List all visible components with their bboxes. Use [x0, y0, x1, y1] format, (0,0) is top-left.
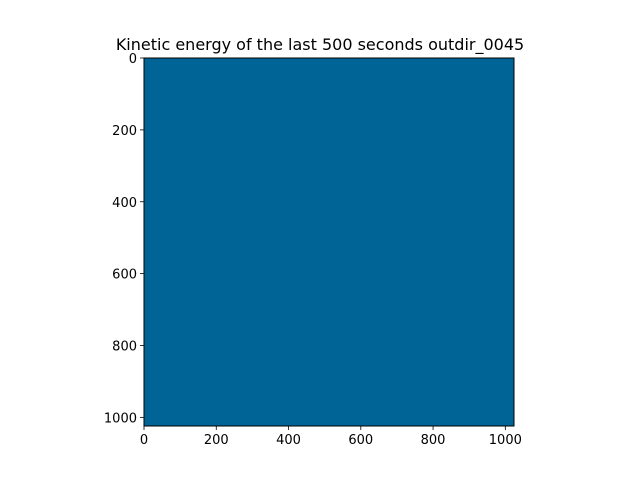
x-tick-label: 200: [204, 433, 229, 448]
y-axis: 0 200 400 600 800 1000: [104, 52, 144, 426]
x-tick-label: 400: [276, 433, 301, 448]
chart-title: Kinetic energy of the last 500 seconds o…: [116, 35, 524, 55]
x-axis: 0 200 400 600 800 1000: [140, 426, 522, 448]
y-tick-label: 1000: [104, 411, 137, 426]
x-tick-label: 600: [348, 433, 373, 448]
y-tick-label: 600: [112, 268, 137, 283]
y-tick-label: 800: [112, 340, 137, 355]
y-tick-label: 200: [112, 124, 137, 139]
heatmap-image: [144, 58, 514, 426]
x-tick-label: 1000: [489, 433, 522, 448]
x-tick-label: 800: [421, 433, 446, 448]
x-tick-label: 0: [140, 433, 148, 448]
plot-frame: [143, 57, 515, 427]
plot-area: [143, 57, 515, 427]
y-tick-label: 400: [112, 196, 137, 211]
y-tick-label: 0: [129, 52, 137, 67]
